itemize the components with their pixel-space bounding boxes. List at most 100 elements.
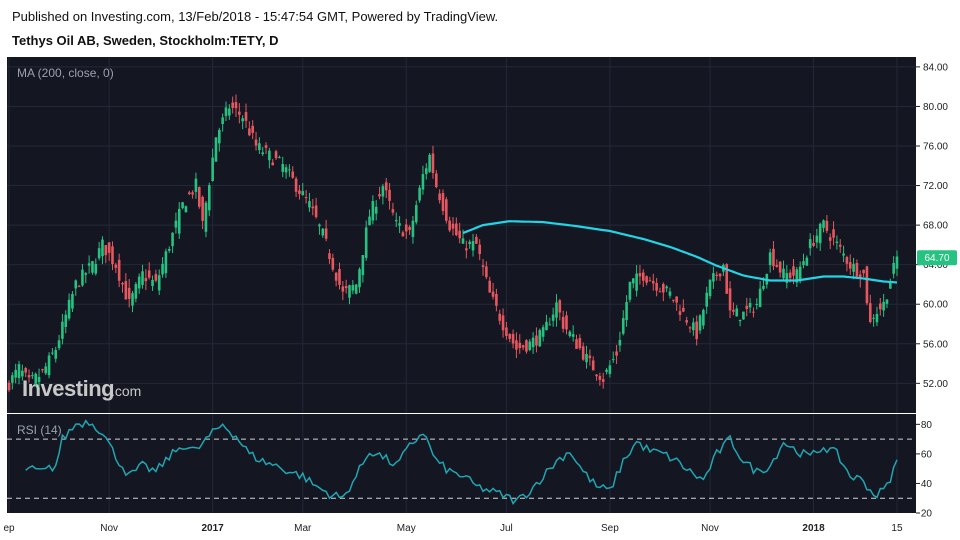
candle-body — [391, 209, 395, 213]
candle-body — [11, 375, 14, 383]
candle-body — [798, 266, 802, 282]
candle — [177, 202, 181, 239]
candlestick-series[interactable] — [7, 94, 899, 393]
candle-body — [318, 224, 321, 227]
candle — [822, 219, 825, 233]
candle-body — [685, 320, 688, 323]
candle-body — [561, 316, 565, 329]
candle — [381, 183, 385, 205]
candle — [197, 186, 201, 209]
candle — [541, 324, 545, 342]
candle-body — [832, 229, 835, 238]
candle — [855, 259, 859, 279]
candle — [655, 277, 658, 297]
candle-body — [144, 277, 148, 282]
candle-body — [615, 351, 618, 356]
candle-body — [161, 263, 164, 275]
candle — [641, 269, 645, 287]
candle-body — [298, 190, 301, 194]
candle — [488, 276, 492, 293]
candle-body — [281, 164, 285, 172]
candle — [64, 310, 68, 334]
candle — [531, 332, 535, 354]
rsi-tick-label: 60 — [921, 449, 933, 460]
candle — [264, 142, 268, 154]
candle — [718, 273, 722, 281]
candle-body — [712, 273, 715, 282]
candle — [468, 239, 471, 249]
candle-body — [231, 102, 234, 108]
candle — [658, 287, 662, 293]
candle-body — [194, 178, 198, 192]
candle-body — [825, 220, 829, 231]
candle — [54, 346, 58, 363]
candle-body — [201, 196, 204, 221]
candle-body — [141, 271, 144, 285]
candle — [528, 339, 532, 352]
candle-body — [488, 280, 492, 293]
candle-body — [461, 238, 465, 244]
candle-body — [538, 330, 542, 347]
candle — [231, 96, 234, 114]
candle-body — [348, 285, 351, 298]
candle-body — [762, 285, 765, 289]
candle-body — [588, 355, 592, 359]
last-price-value: 64.70 — [924, 253, 949, 264]
candle-body — [812, 242, 815, 246]
candle — [895, 250, 899, 277]
candle-body — [87, 263, 91, 266]
candle-body — [505, 327, 508, 336]
candle-body — [174, 220, 178, 228]
candle-body — [678, 311, 682, 315]
candle-body — [458, 230, 461, 239]
candle-body — [167, 249, 171, 251]
candle — [625, 295, 628, 327]
watermark-suffix: .com — [111, 383, 141, 399]
candle — [34, 372, 38, 387]
candle — [435, 169, 438, 189]
candle-body — [718, 273, 722, 277]
candle-body — [525, 340, 528, 352]
candle-body — [7, 382, 11, 391]
candle-body — [498, 313, 502, 321]
candle — [298, 184, 301, 200]
candle-body — [428, 154, 431, 172]
candle-body — [24, 367, 27, 373]
candle-body — [344, 286, 348, 289]
candle — [772, 241, 775, 271]
ma-line[interactable] — [462, 220, 898, 284]
candle — [732, 302, 735, 316]
rsi-line[interactable] — [25, 419, 898, 505]
candle-body — [324, 228, 328, 239]
candle-body — [738, 319, 742, 322]
candle-body — [575, 339, 578, 349]
candle-body — [97, 248, 101, 259]
candle-body — [725, 264, 729, 294]
candle — [364, 220, 368, 261]
candle — [268, 147, 271, 169]
candle-body — [618, 339, 622, 346]
candle — [481, 259, 485, 276]
candle-body — [455, 223, 458, 236]
candle — [238, 103, 241, 124]
candle — [575, 334, 578, 350]
candle — [418, 185, 421, 203]
candle-body — [558, 300, 562, 313]
candle — [555, 294, 558, 327]
candle — [878, 297, 882, 316]
candle-body — [197, 187, 201, 207]
candle — [7, 380, 11, 393]
candle — [77, 284, 81, 288]
price-tick-label: 72.00 — [923, 181, 948, 192]
candle-body — [581, 346, 585, 360]
candle — [394, 212, 398, 228]
candle — [228, 104, 231, 120]
candle — [852, 257, 855, 280]
candle — [742, 311, 745, 320]
candle — [892, 256, 895, 279]
candle — [121, 281, 124, 293]
candle — [404, 218, 408, 240]
candle-body — [451, 223, 455, 229]
candle-body — [124, 281, 128, 300]
